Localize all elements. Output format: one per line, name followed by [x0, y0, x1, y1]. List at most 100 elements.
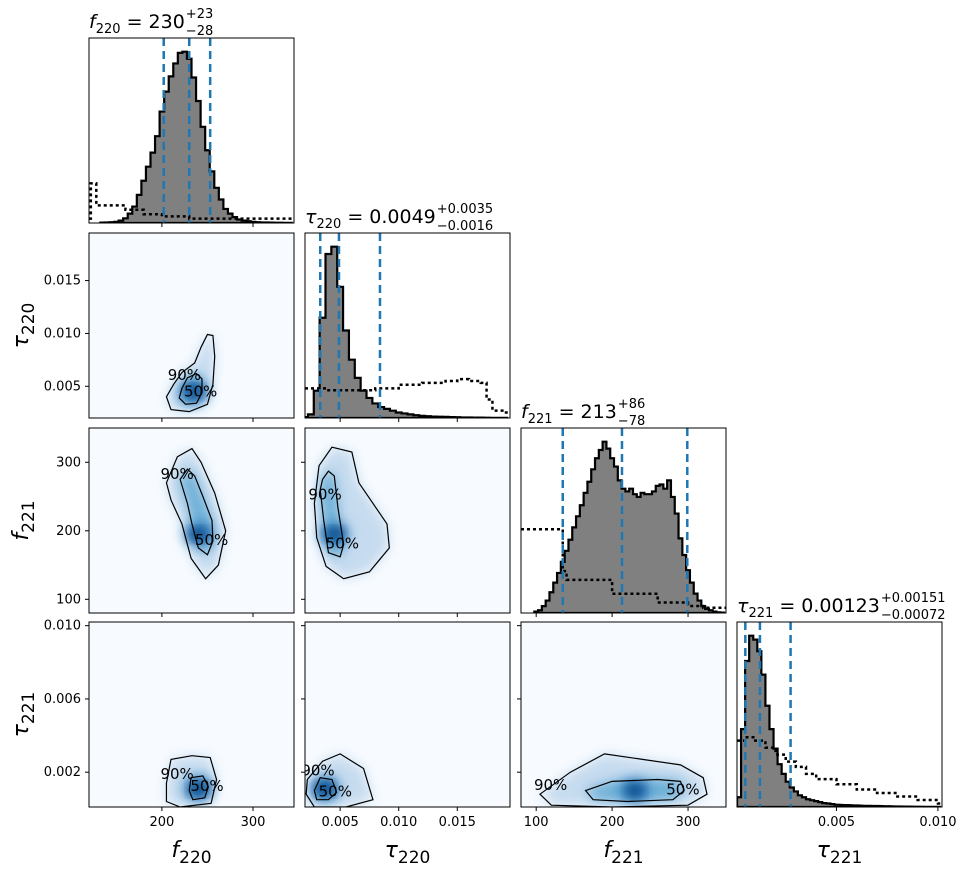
- density-peak: [627, 785, 642, 796]
- contour-50: [319, 470, 345, 558]
- prior-hist-tau220: [305, 377, 510, 414]
- xtick-label-tau220: 0.015: [439, 815, 476, 830]
- contour-label-50: 50%: [666, 781, 699, 799]
- contour-90: [305, 753, 374, 807]
- posterior-hist-f220: [99, 50, 293, 223]
- ytick-label-tau220: 0.010: [44, 326, 81, 341]
- xaxis-label-f220: f220: [171, 838, 211, 868]
- contour-50: [313, 777, 338, 801]
- title-minus-f220: −28: [186, 24, 213, 39]
- ytick-label-tau221: 0.010: [44, 619, 81, 634]
- contour-label-90: 90%: [534, 776, 567, 794]
- joint-content: 90%50%: [165, 333, 217, 413]
- contour-label-50: 50%: [190, 777, 223, 795]
- contour-label-90: 90%: [160, 765, 193, 783]
- contour-label-50: 50%: [195, 531, 228, 549]
- yaxis-label-tau221: τ221: [9, 692, 39, 738]
- diag-frame-f221: [520, 427, 727, 614]
- contour-label-50: 50%: [319, 782, 352, 800]
- contour-50: [178, 372, 203, 405]
- contour-90: [165, 755, 218, 807]
- title-plus-tau220: +0.0035: [437, 202, 493, 217]
- contour-90: [539, 753, 708, 807]
- title-tau220: τ220 = 0.0049: [305, 206, 436, 232]
- joint-frame: [520, 621, 727, 808]
- diag-frame-f220: [88, 37, 295, 224]
- joint-panel-f221-tau221: 90% 50%: [517, 621, 727, 811]
- xaxis-label-tau221: τ221: [817, 838, 863, 868]
- xtick-label-f221: 100: [524, 815, 549, 830]
- contour-label-90: 90%: [168, 366, 201, 384]
- contour-50: [584, 778, 685, 803]
- joint-frame: [88, 232, 295, 419]
- joint-frame: [304, 427, 511, 614]
- ytick-label-tau221: 0.006: [44, 692, 81, 707]
- title-plus-tau221: +0.00151: [881, 591, 946, 606]
- title-plus-f220: +23: [186, 7, 213, 22]
- joint-panel-f220-f221: 90% 50%: [85, 427, 295, 617]
- joint-panel-tau220-tau221: 90%50%: [301, 621, 511, 811]
- density-peak: [186, 386, 201, 397]
- joint-panel-f220-tau221: 90%50%: [85, 621, 295, 811]
- contour-label-90: 90%: [308, 485, 341, 503]
- density-peak: [317, 783, 332, 794]
- diag-frame-tau221: [736, 621, 943, 808]
- ytick-label-f221: 300: [56, 455, 81, 470]
- diag-panel-f221: f221 = 213 +86 −78: [520, 397, 727, 617]
- title-plus-f221: +86: [618, 397, 645, 412]
- contour-label-90: 90%: [160, 465, 193, 483]
- xtick-label-f221: 200: [600, 815, 625, 830]
- xtick-label-f220: 300: [241, 815, 266, 830]
- title-minus-f221: −78: [618, 414, 645, 429]
- posterior-hist-tau221: [737, 634, 942, 807]
- contour-90: [313, 446, 390, 580]
- ytick-label-tau221: 0.002: [44, 765, 81, 780]
- ytick-label-tau220: 0.015: [44, 274, 81, 289]
- prior-hist-f221: [521, 527, 726, 610]
- joint-frame: [88, 621, 295, 808]
- joint-content: 90%50%: [160, 755, 224, 807]
- contour-50: [179, 468, 214, 556]
- yaxis-label-tau220: τ220: [9, 303, 39, 349]
- prior-hist-tau221: [737, 735, 942, 805]
- xtick-label-tau220: 0.010: [380, 815, 417, 830]
- xtick-label-tau221: 0.010: [919, 815, 956, 830]
- title-tau221: τ221 = 0.00123: [737, 595, 880, 621]
- title-minus-tau221: −0.00072: [881, 608, 946, 623]
- ytick-label-f221: 100: [56, 592, 81, 607]
- xtick-label-tau221: 0.005: [818, 815, 855, 830]
- diag-panel-tau220: τ220 = 0.0049 +0.0035 −0.0016: [304, 202, 511, 422]
- contour-90: [165, 447, 227, 580]
- posterior-hist-tau220: [305, 245, 509, 418]
- title-f221: f221 = 213: [521, 401, 617, 427]
- ytick-label-tau220: 0.005: [44, 379, 81, 394]
- joint-content: 90% 50%: [160, 447, 228, 580]
- title-f220: f220 = 230: [89, 11, 185, 37]
- joint-panel-tau220-f221: 90% 50%: [301, 427, 511, 617]
- joint-content: 90% 50%: [308, 446, 390, 580]
- xtick-label-f220: 200: [149, 815, 174, 830]
- joint-panel-f220-tau220: 90%50%: [85, 232, 295, 422]
- joint-content: 90%50%: [301, 753, 374, 807]
- xaxis-label-tau220: τ220: [385, 838, 431, 868]
- density-peak: [327, 529, 342, 540]
- ytick-label-f221: 200: [56, 524, 81, 539]
- contour-50: [188, 775, 210, 801]
- diag-panel-f220: f220 = 230 +23 −28: [88, 7, 295, 227]
- xtick-label-f221: 300: [676, 815, 701, 830]
- contour-label-50: 50%: [184, 383, 217, 401]
- joint-frame: [88, 427, 295, 614]
- contour-label-90: 90%: [301, 762, 334, 780]
- contour-90: [165, 333, 216, 413]
- title-minus-tau220: −0.0016: [437, 219, 493, 234]
- contour-label-50: 50%: [326, 534, 359, 552]
- density-peak: [191, 783, 206, 794]
- posterior-hist-f221: [533, 440, 726, 613]
- xaxis-label-f221: f221: [603, 838, 643, 868]
- diag-frame-tau220: [304, 232, 511, 419]
- diag-panel-tau221: τ221 = 0.00123 +0.00151 −0.00072: [736, 591, 946, 811]
- xtick-label-tau220: 0.005: [322, 815, 359, 830]
- joint-content: 90% 50%: [534, 753, 708, 807]
- joint-frame: [304, 621, 511, 808]
